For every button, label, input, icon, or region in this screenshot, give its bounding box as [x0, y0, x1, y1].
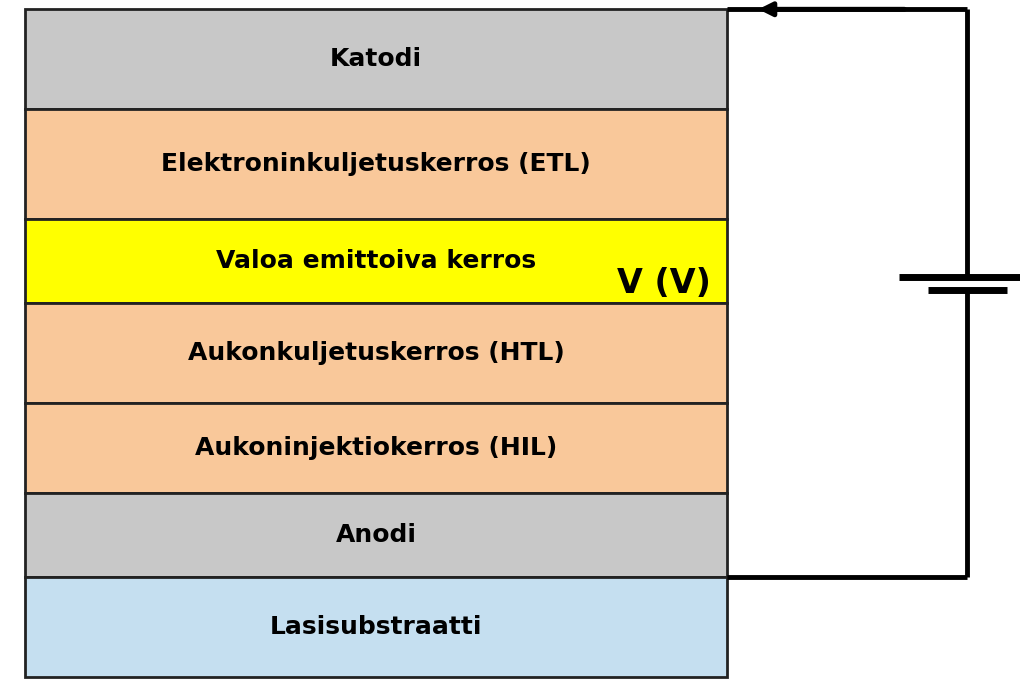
Text: Lasisubstraatti: Lasisubstraatti: [269, 615, 482, 639]
Bar: [26, 403, 727, 493]
Text: Anodi: Anodi: [336, 523, 417, 547]
Bar: [26, 303, 727, 403]
Bar: [26, 109, 727, 219]
Text: Valoa emittoiva kerros: Valoa emittoiva kerros: [216, 249, 536, 273]
Bar: [26, 493, 727, 577]
Text: Aukoninjektiokerros (HIL): Aukoninjektiokerros (HIL): [195, 436, 557, 460]
Bar: [26, 219, 727, 303]
Text: Aukonkuljetuskerros (HTL): Aukonkuljetuskerros (HTL): [187, 341, 564, 365]
Text: Elektroninkuljetuskerros (ETL): Elektroninkuljetuskerros (ETL): [161, 152, 591, 176]
Bar: [26, 577, 727, 677]
Text: Katodi: Katodi: [330, 47, 422, 71]
Text: V (V): V (V): [617, 267, 711, 300]
Bar: [26, 10, 727, 109]
